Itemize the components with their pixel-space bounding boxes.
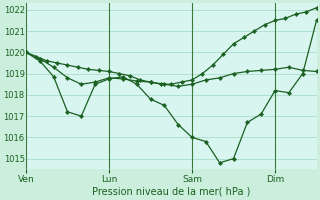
X-axis label: Pression niveau de la mer( hPa ): Pression niveau de la mer( hPa ) — [92, 187, 251, 197]
